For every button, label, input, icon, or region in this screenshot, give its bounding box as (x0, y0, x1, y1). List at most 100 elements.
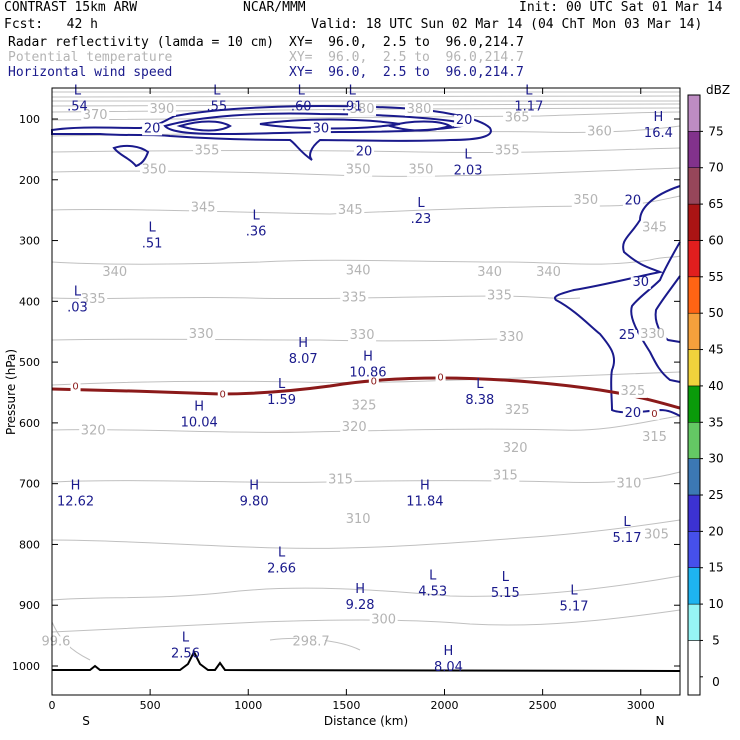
theta-label: 360 (587, 124, 612, 139)
theta-label-bg (140, 164, 169, 177)
theta-label-bg (340, 292, 369, 305)
model-name: CONTRAST 15km ARW (4, 0, 138, 15)
theta-label: 325 (352, 399, 377, 414)
wind-label-bg (310, 123, 331, 136)
theta-label-bg (297, 636, 326, 649)
theta-label: 99.6 (41, 634, 70, 649)
colorbar-level: 75 (708, 124, 723, 138)
hl-marker-letter: L (525, 84, 533, 99)
wind-label-bg (368, 375, 379, 388)
theta-label-bg (503, 404, 532, 417)
theta-label-bg (404, 103, 433, 116)
field-xy-theta: XY= 96.0, 2.5 to 96.0,214.7 (289, 50, 524, 65)
hl-marker-value: 1.17 (514, 100, 543, 115)
theta-label: 350 (346, 163, 371, 178)
y-tick-label: 300 (19, 235, 40, 248)
hl-marker-letter: L (278, 377, 286, 392)
colorbar-swatch (687, 640, 701, 696)
colorbar-swatch (687, 276, 701, 314)
theta-label: 350 (142, 163, 167, 178)
colorbar-swatch (687, 422, 701, 459)
wind-label-bg (70, 380, 81, 393)
colorbar-level: 70 (708, 161, 723, 175)
valid-time: Valid: 18 UTC Sun 02 Mar 14 (04 ChT Mon … (311, 17, 703, 32)
hl-marker-letter: H (654, 110, 664, 125)
colorbar-level: 15 (708, 561, 723, 575)
wind-label: 20 (144, 121, 161, 136)
hl-marker-value: .03 (67, 300, 88, 315)
theta-label: 298.7 (292, 634, 329, 649)
theta-label-bg (81, 110, 110, 122)
theta-label: 350 (409, 163, 434, 178)
colorbar-level: 40 (708, 379, 723, 393)
theta-label: 345 (338, 203, 363, 218)
theta-label: 320 (503, 441, 528, 456)
hl-marker-letter: L (252, 208, 260, 223)
x-tick-label: 1000 (234, 699, 262, 712)
field-label-reflectivity: Radar reflectivity (lamda = 10 cm) (8, 35, 275, 50)
theta-label-bg (534, 266, 563, 279)
theta-label: 330 (189, 327, 214, 342)
theta-contours (51, 91, 681, 661)
theta-label: 320 (342, 420, 367, 435)
wind-label-bg (142, 123, 163, 136)
theta-label: 355 (195, 143, 220, 158)
hl-marker-letter: L (148, 220, 156, 235)
x-tick-label: 2000 (431, 699, 459, 712)
hl-marker-value: .23 (411, 212, 432, 227)
theta-label: 305 (644, 527, 669, 542)
wind-label-bg (217, 388, 228, 401)
theta-label: 350 (573, 193, 598, 208)
colorbar-level: 45 (708, 343, 723, 357)
hl-marker-value: .54 (67, 100, 88, 115)
theta-label-bg (193, 145, 222, 158)
hl-marker-letter: L (570, 583, 578, 598)
theta-label: 340 (536, 265, 561, 280)
south-label: S (82, 714, 90, 728)
y-tick-label: 1000 (12, 660, 40, 673)
colorbar-level: 50 (708, 306, 723, 320)
theta-label-bg (326, 474, 355, 487)
theta-label: 330 (640, 327, 665, 342)
x-tick-label: 0 (49, 699, 56, 712)
theta-label-bg (485, 290, 514, 303)
colorbar-swatch (687, 131, 701, 168)
theta-label-bg (147, 103, 176, 116)
colorbar-level: 0 (712, 675, 720, 689)
field-xy-reflectivity: XY= 96.0, 2.5 to 96.0,214.7 (289, 35, 524, 50)
wind-label-bg (622, 195, 643, 208)
hl-marker-value: 5.17 (560, 599, 589, 614)
theta-label-bg (503, 112, 532, 125)
field-xy-wind: XY= 96.0, 2.5 to 96.0,214.7 (289, 65, 524, 80)
colorbar-swatch (687, 167, 701, 205)
theta-label-bg (340, 421, 369, 434)
x-tick-label: 1500 (332, 699, 360, 712)
theta-label-bg (350, 400, 379, 413)
colorbar-swatch (687, 494, 701, 532)
hl-marker-value: 5.17 (613, 531, 642, 546)
theta-label-bg (344, 265, 373, 278)
theta-label: 315 (493, 468, 518, 483)
theta-label-bg (348, 103, 377, 116)
hl-marker-value: 11.84 (406, 495, 443, 510)
theta-label: 315 (328, 473, 353, 488)
x-tick-label: 3000 (627, 699, 655, 712)
hl-marker-letter: L (278, 546, 286, 561)
theta-label: 355 (495, 143, 520, 158)
hl-marker-letter: H (194, 400, 204, 415)
y-tick-label: 700 (19, 478, 40, 491)
theta-label: 300 (371, 612, 396, 627)
colorbar-level: 65 (708, 197, 723, 211)
theta-label-bg (79, 294, 108, 307)
field-label-wind: Horizontal wind speed (8, 65, 173, 80)
forecast-hour: Fcst: 42 h (4, 17, 98, 32)
hl-marker-letter: L (623, 515, 631, 530)
theta-label-bg (491, 470, 520, 483)
freezing-level-label: 0 (72, 381, 78, 392)
theta-label: 365 (505, 110, 530, 125)
colorbar-swatch (687, 240, 701, 278)
y-tick-label: 600 (19, 417, 40, 430)
y-tick-label: 200 (19, 174, 40, 187)
hl-marker-letter: L (476, 377, 484, 392)
